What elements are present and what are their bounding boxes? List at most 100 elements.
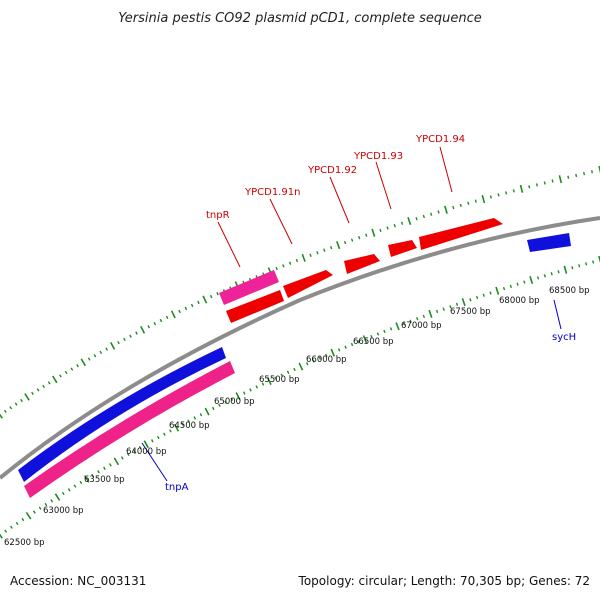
minor-tick: [87, 357, 91, 361]
leader-tnpR: [217, 221, 241, 268]
minor-tick: [386, 226, 389, 230]
minor-tick: [389, 327, 393, 331]
minor-tick: [357, 340, 360, 344]
feature-tnpA[interactable]: [24, 361, 235, 498]
minor-tick: [591, 170, 593, 174]
minor-tick: [159, 318, 163, 323]
minor-tick: [505, 191, 508, 195]
ruler-label: 62500 bp: [4, 538, 45, 548]
minor-tick: [557, 270, 560, 274]
minor-tick: [467, 201, 470, 205]
minor-tick: [312, 359, 315, 363]
minor-tick: [330, 245, 333, 250]
major-tick: [235, 392, 241, 400]
major-tick: [109, 342, 116, 350]
minor-tick: [44, 502, 48, 507]
major-tick: [529, 275, 534, 285]
minor-tick: [31, 391, 34, 395]
ruler-label: 65500 bp: [259, 375, 300, 385]
feature-tnpR[interactable]: [219, 270, 279, 305]
major-tick: [173, 423, 180, 432]
feature-YPCD1.94[interactable]: [419, 218, 503, 250]
minor-tick: [178, 309, 181, 314]
major-tick: [25, 511, 32, 520]
minor-tick: [282, 264, 285, 268]
minor-tick: [567, 175, 570, 179]
minor-tick: [316, 251, 319, 255]
minor-tick: [126, 452, 130, 457]
leader-YPCD1.92: [329, 176, 350, 224]
ruler-label: 67000 bp: [401, 321, 442, 331]
major-tick: [80, 358, 86, 367]
minor-tick: [103, 466, 106, 470]
gene-label-tnpR: tnpR: [206, 210, 230, 221]
major-tick: [598, 165, 600, 174]
major-tick: [461, 298, 466, 307]
minor-tick: [190, 303, 194, 308]
feature-bar-blue-long[interactable]: [18, 347, 226, 482]
major-tick: [428, 309, 433, 318]
minor-tick: [416, 317, 419, 321]
minor-tick: [575, 173, 578, 178]
minor-tick: [523, 280, 526, 284]
minor-tick: [437, 210, 440, 214]
minor-tick: [497, 193, 500, 197]
minor-tick: [36, 388, 40, 392]
ruler-label: 67500 bp: [450, 307, 491, 317]
ruler-label: 63000 bp: [43, 506, 84, 516]
minor-tick: [459, 203, 462, 207]
minor-tick: [543, 274, 546, 278]
ruler-label: 68000 bp: [499, 296, 540, 306]
minor-tick: [337, 348, 341, 352]
major-tick: [395, 322, 400, 331]
minor-tick: [123, 337, 126, 342]
minor-tick: [109, 463, 112, 467]
major-tick: [362, 335, 368, 344]
minor-tick: [402, 322, 406, 326]
minor-tick: [400, 221, 404, 225]
ruler-label: 63500 bp: [84, 475, 125, 485]
minor-tick: [79, 480, 83, 485]
minor-tick: [21, 517, 25, 522]
minor-tick: [350, 342, 354, 347]
feature-YPCD1.91n[interactable]: [283, 270, 333, 298]
major-tick: [371, 228, 376, 237]
minor-tick: [61, 491, 65, 496]
feature-YPCD1.92[interactable]: [344, 254, 380, 274]
inner-tick-ring: [0, 255, 600, 539]
minor-tick: [489, 195, 492, 199]
minor-tick: [592, 260, 595, 264]
minor-tick: [482, 293, 485, 297]
minor-tick: [422, 314, 426, 319]
minor-tick: [249, 388, 252, 392]
minor-tick: [218, 403, 221, 407]
minor-tick: [474, 199, 477, 203]
minor-tick: [442, 307, 445, 311]
minor-tick: [193, 416, 197, 420]
ruler-labels: 62500 bp 63000 bp 63500 bp 64000 bp 6450…: [4, 286, 590, 548]
minor-tick: [509, 284, 512, 289]
minor-tick: [120, 456, 124, 460]
feature-sycH[interactable]: [527, 233, 571, 252]
leader-YPCD1.91n: [269, 198, 293, 245]
minor-tick: [9, 406, 13, 410]
leader-YPCD1.94: [439, 146, 453, 193]
minor-tick: [38, 506, 42, 510]
minor-tick: [383, 329, 386, 334]
minor-tick: [469, 298, 472, 302]
minor-tick: [502, 286, 506, 291]
gene-label-sycH: sycH: [552, 332, 576, 343]
minor-tick: [286, 370, 290, 374]
major-tick: [140, 325, 146, 334]
feature-red-bottom[interactable]: [226, 290, 284, 323]
minor-tick: [543, 181, 546, 185]
plasmid-backbone: [0, 216, 600, 480]
minor-tick: [528, 185, 531, 189]
minor-tick: [323, 248, 326, 252]
feature-YPCD1.93[interactable]: [388, 240, 417, 257]
ruler-label: 64500 bp: [169, 421, 210, 431]
major-tick: [266, 377, 272, 386]
gene-label-YPCD1.91n: YPCD1.91n: [244, 187, 300, 198]
minor-tick: [3, 409, 7, 413]
major-tick: [113, 457, 120, 466]
